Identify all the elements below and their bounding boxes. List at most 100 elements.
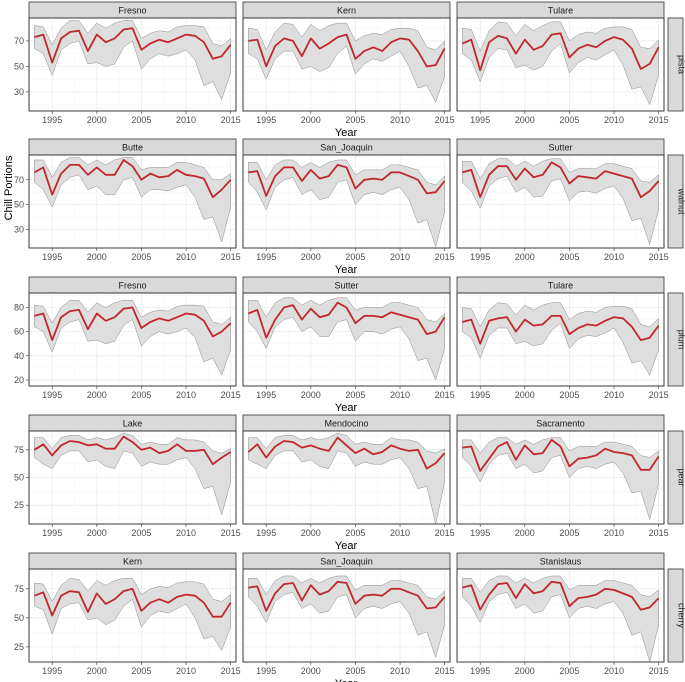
row-strip xyxy=(667,430,684,525)
x-tick-label: 2015 xyxy=(649,528,669,538)
ribbon-range xyxy=(462,21,659,106)
x-tick-label: 2010 xyxy=(604,252,624,262)
x-tick-label: 2015 xyxy=(435,666,455,676)
x-tick-label: 1995 xyxy=(470,252,490,262)
y-tick-label: 50 xyxy=(14,61,24,71)
x-tick-label: 1995 xyxy=(42,115,62,125)
panel-border xyxy=(242,430,451,525)
mean-line xyxy=(248,33,446,68)
panel-title: Lake xyxy=(123,419,143,429)
panel-title: Tulare xyxy=(548,281,573,291)
panel-border xyxy=(456,430,665,525)
panel-pear-sacramento: Sacramento 1995 2000 2005 2010 2015 xyxy=(456,414,669,538)
panel-pear-mendocino: Mendocino 1995 2000 2005 2010 2015 xyxy=(242,414,455,538)
panel-title: Fresno xyxy=(118,6,146,16)
panel-title: Kern xyxy=(337,6,356,16)
x-tick-label: 2015 xyxy=(435,528,455,538)
panel-title: San_Joaquin xyxy=(320,557,373,567)
y-tick-label: 40 xyxy=(14,351,24,361)
y-tick-label: 30 xyxy=(14,87,24,97)
ribbon-range xyxy=(462,575,659,663)
panel-border xyxy=(456,292,665,387)
x-tick-label: 2010 xyxy=(176,252,196,262)
x-tick-label: 2005 xyxy=(559,666,579,676)
x-tick-label: 2010 xyxy=(176,390,196,400)
panel-border xyxy=(242,568,451,663)
x-tick-label: 1995 xyxy=(256,115,276,125)
x-tick-label: 2015 xyxy=(435,390,455,400)
panel-title: Tulare xyxy=(548,6,573,16)
y-tick-label: 50 xyxy=(14,613,24,623)
mean-line xyxy=(34,306,232,342)
x-tick-label: 2005 xyxy=(131,666,151,676)
x-tick-label: 2010 xyxy=(604,115,624,125)
mean-line xyxy=(248,580,446,612)
x-tick-label: 2015 xyxy=(435,115,455,125)
x-tick-label: 2000 xyxy=(87,252,107,262)
x-tick-label: 2005 xyxy=(345,252,365,262)
ribbon-range xyxy=(34,432,231,517)
x-tick-label: 2000 xyxy=(301,528,321,538)
panel-border xyxy=(242,17,451,112)
mean-line xyxy=(248,301,446,339)
row-strip xyxy=(667,568,684,663)
x-tick-label: 2010 xyxy=(390,390,410,400)
x-tick-label: 2000 xyxy=(301,252,321,262)
x-tick-label: 2000 xyxy=(515,666,535,676)
panel-cherry-san_joaquin: San_Joaquin 1995 2000 2005 2010 2015 xyxy=(242,552,455,676)
mean-line xyxy=(462,580,660,611)
panel-plum-sutter: Sutter 1995 2000 2005 2010 2015 xyxy=(242,276,455,400)
panel-title: Sutter xyxy=(548,143,572,153)
x-tick-label: 2000 xyxy=(515,252,535,262)
x-tick-label: 2010 xyxy=(176,115,196,125)
panel-walnut-butte: Butte 1995 2000 2005 2010 2015 30 50 70 xyxy=(14,138,241,262)
x-tick-label: 2010 xyxy=(604,528,624,538)
x-axis-title: Year xyxy=(335,540,358,552)
panel-cherry-stanislaus: Stanislaus 1995 2000 2005 2010 2015 xyxy=(456,552,669,676)
x-tick-label: 2015 xyxy=(649,252,669,262)
panel-pear-lake: Lake 1995 2000 2005 2010 2015 25 50 75 xyxy=(14,414,241,538)
x-tick-label: 2015 xyxy=(649,115,669,125)
x-tick-label: 2000 xyxy=(87,528,107,538)
row-strip-label: pista xyxy=(677,55,685,74)
x-tick-label: 2000 xyxy=(87,390,107,400)
x-tick-label: 2010 xyxy=(390,252,410,262)
x-tick-label: 2015 xyxy=(649,390,669,400)
x-tick-label: 2000 xyxy=(515,390,535,400)
mean-line xyxy=(462,438,660,472)
ribbon-range xyxy=(248,297,445,381)
x-tick-label: 2005 xyxy=(345,528,365,538)
panel-walnut-sutter: Sutter 1995 2000 2005 2010 2015 xyxy=(456,138,669,262)
y-tick-label: 80 xyxy=(14,302,24,312)
facet-row-pear: Lake 1995 2000 2005 2010 2015 25 50 75 Mendocino 1… xyxy=(14,414,685,552)
row-strip-label: pear xyxy=(677,468,685,486)
ribbon-range xyxy=(248,432,445,525)
x-tick-label: 2005 xyxy=(345,390,365,400)
x-tick-label: 2015 xyxy=(221,666,241,676)
x-tick-label: 1995 xyxy=(256,666,276,676)
x-tick-label: 2010 xyxy=(390,666,410,676)
y-tick-label: 25 xyxy=(14,500,24,510)
x-tick-label: 2005 xyxy=(131,115,151,125)
x-tick-label: 1995 xyxy=(256,252,276,262)
facet-row-cherry: Kern 1995 2000 2005 2010 2015 25 50 75 San_Joaqui… xyxy=(14,552,685,682)
y-tick-label: 60 xyxy=(14,327,24,337)
x-tick-label: 2015 xyxy=(435,252,455,262)
panel-plum-fresno: Fresno 1995 2000 2005 2010 2015 20 40 60 80 xyxy=(14,276,241,400)
x-tick-label: 2015 xyxy=(221,115,241,125)
panel-border xyxy=(28,17,237,112)
panel-pista-fresno: Fresno 1995 2000 2005 2010 2015 30 50 70 xyxy=(14,1,241,125)
ribbon-range xyxy=(462,437,659,521)
x-axis-title: Year xyxy=(335,127,358,139)
panel-pista-kern: Kern 1995 2000 2005 2010 2015 xyxy=(242,1,455,125)
panel-title: Sutter xyxy=(334,281,358,291)
y-axis-title: Chill Portions xyxy=(3,155,15,220)
x-axis-title: Year xyxy=(335,264,358,276)
ribbon-range xyxy=(462,158,659,246)
x-tick-label: 1995 xyxy=(42,528,62,538)
x-tick-label: 2005 xyxy=(559,252,579,262)
panel-title: Fresno xyxy=(118,281,146,291)
facet-rows: Fresno 1995 2000 2005 2010 2015 30 50 70 Kern 1995… xyxy=(14,1,685,682)
x-tick-label: 1995 xyxy=(470,666,490,676)
